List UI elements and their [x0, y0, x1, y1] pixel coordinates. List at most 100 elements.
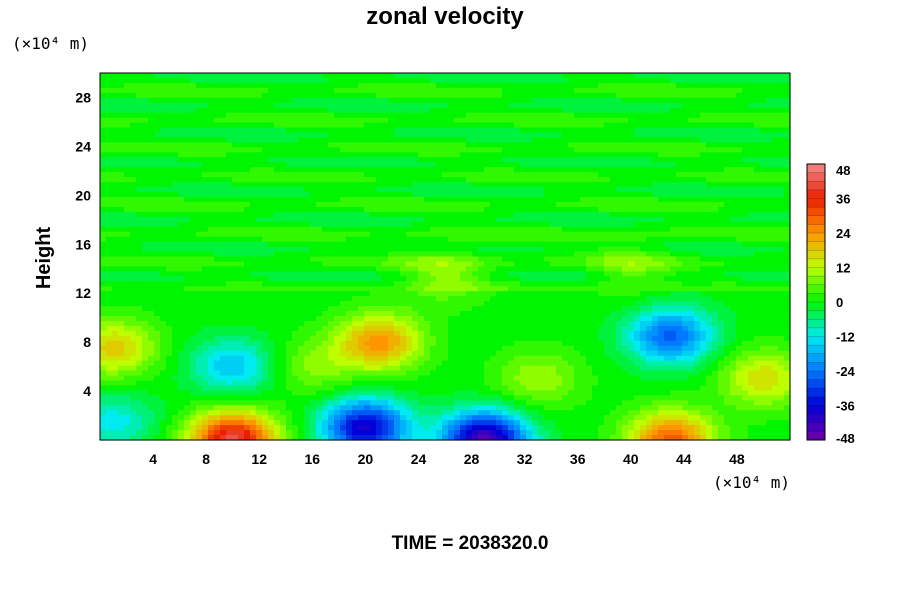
heatmap-cell	[520, 132, 527, 139]
heatmap-cell	[304, 231, 311, 238]
heatmap-cell	[400, 82, 407, 89]
heatmap-cell	[682, 276, 689, 282]
heatmap-cell	[610, 82, 617, 89]
heatmap-cell	[274, 177, 281, 183]
heatmap-cell	[250, 77, 257, 84]
heatmap-cell	[742, 92, 749, 99]
heatmap-cell	[184, 167, 191, 173]
heatmap-cell	[142, 261, 149, 268]
heatmap-cell	[472, 211, 479, 218]
heatmap-cell	[268, 211, 275, 218]
heatmap-cell	[766, 187, 773, 193]
heatmap-cell	[694, 152, 701, 158]
heatmap-cell	[754, 177, 761, 183]
heatmap-cell	[304, 211, 311, 218]
heatmap-cell	[442, 226, 449, 233]
heatmap-cell	[742, 157, 749, 163]
heatmap-cell	[436, 271, 443, 277]
heatmap-cell	[148, 211, 155, 218]
heatmap-cell	[352, 196, 359, 203]
heatmap-cell	[202, 236, 209, 243]
heatmap-cell	[382, 187, 389, 193]
heatmap-cell	[382, 182, 389, 188]
heatmap-cell	[124, 256, 131, 263]
heatmap-cell	[478, 117, 485, 124]
heatmap-cell	[772, 77, 779, 84]
heatmap-cell	[154, 162, 161, 168]
heatmap-cell	[544, 231, 551, 238]
heatmap-cell	[256, 77, 263, 84]
heatmap-cell	[196, 97, 203, 104]
heatmap-cell	[778, 241, 785, 248]
heatmap-cell	[262, 182, 269, 188]
heatmap-cell	[202, 142, 209, 148]
heatmap-cell	[412, 226, 419, 233]
heatmap-cell	[454, 142, 461, 148]
heatmap-cell	[490, 231, 497, 238]
heatmap-cell	[460, 206, 467, 213]
heatmap-cell	[394, 241, 401, 248]
heatmap-cell	[184, 82, 191, 89]
heatmap-cell	[550, 266, 557, 272]
heatmap-cell	[280, 162, 287, 168]
heatmap-cell	[724, 122, 731, 129]
heatmap-cell	[256, 102, 263, 109]
heatmap-cell	[196, 182, 203, 188]
heatmap-cell	[634, 211, 641, 218]
heatmap-cell	[478, 281, 485, 287]
heatmap-cell	[742, 132, 749, 139]
heatmap-cell	[760, 107, 767, 114]
heatmap-cell	[226, 177, 233, 183]
heatmap-cell	[328, 117, 335, 124]
heatmap-cell	[184, 201, 191, 208]
heatmap-cell	[346, 137, 353, 144]
heatmap-cell	[142, 281, 149, 287]
heatmap-cell	[400, 92, 407, 99]
heatmap-cell	[496, 192, 503, 198]
heatmap-cell	[634, 256, 641, 263]
heatmap-cell	[508, 187, 515, 193]
heatmap-cell	[196, 266, 203, 272]
heatmap-cell	[274, 286, 281, 292]
heatmap-cell	[532, 221, 539, 228]
heatmap-cell	[598, 112, 605, 119]
heatmap-cell	[118, 241, 125, 248]
heatmap-cell	[772, 231, 779, 238]
heatmap-cell	[346, 117, 353, 124]
heatmap-cell	[226, 182, 233, 188]
heatmap-cell	[298, 196, 305, 203]
heatmap-cell	[280, 177, 287, 183]
heatmap-cell	[190, 147, 197, 153]
heatmap-cell	[580, 77, 587, 84]
heatmap-cell	[364, 221, 371, 228]
heatmap-cell	[784, 206, 791, 213]
heatmap-cell	[112, 147, 119, 153]
heatmap-cell	[646, 211, 653, 218]
heatmap-cell	[100, 211, 107, 218]
heatmap-cell	[574, 107, 581, 114]
heatmap-cell	[322, 226, 329, 233]
heatmap-cell	[466, 261, 473, 268]
heatmap-cell	[574, 256, 581, 263]
heatmap-cell	[208, 256, 215, 263]
heatmap-cell	[478, 276, 485, 282]
heatmap-cell	[370, 102, 377, 109]
heatmap-cell	[322, 82, 329, 89]
heatmap-cell	[754, 152, 761, 158]
heatmap-cell	[202, 157, 209, 163]
heatmap-cell	[652, 281, 659, 287]
heatmap-cell	[112, 201, 119, 208]
heatmap-cell	[346, 201, 353, 208]
heatmap-cell	[706, 216, 713, 223]
heatmap-cell	[478, 226, 485, 233]
heatmap-cell	[148, 192, 155, 198]
heatmap-cell	[202, 276, 209, 282]
heatmap-cell	[574, 117, 581, 124]
heatmap-cell	[772, 241, 779, 248]
heatmap-cell	[112, 266, 119, 272]
heatmap-cell	[190, 137, 197, 144]
heatmap-cell	[484, 196, 491, 203]
heatmap-cell	[640, 137, 647, 144]
heatmap-cell	[202, 192, 209, 198]
heatmap-cell	[604, 281, 611, 287]
